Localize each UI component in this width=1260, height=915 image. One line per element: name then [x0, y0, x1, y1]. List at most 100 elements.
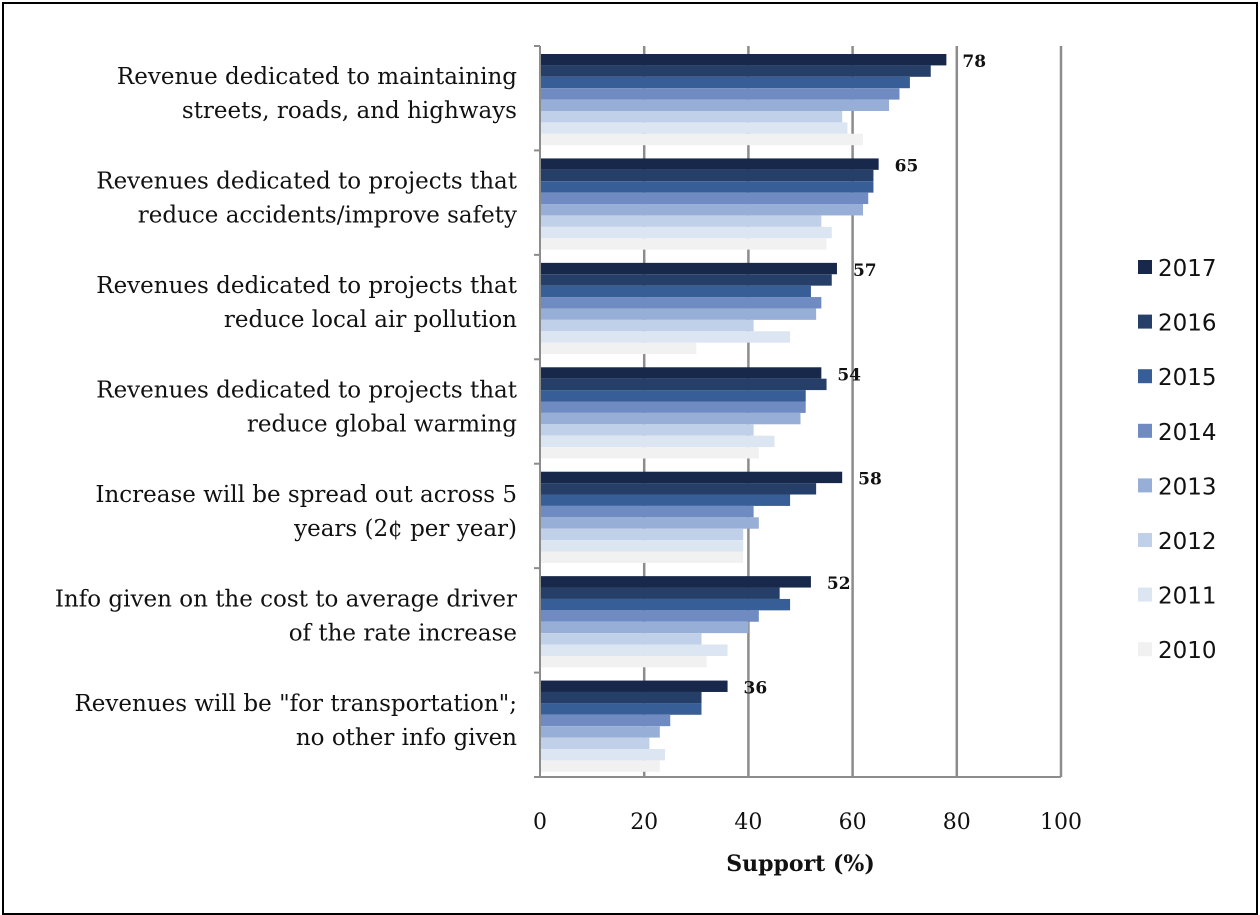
category-label: Info given on the cost to average driver: [55, 586, 517, 612]
bar-2010: [540, 655, 707, 668]
bar-2016: [540, 65, 931, 77]
category-label: reduce local air pollution: [224, 307, 517, 333]
bar-2011: [540, 331, 791, 343]
x-tick-label: 0: [533, 810, 547, 835]
bar-2015: [540, 390, 806, 402]
legend-label: 2014: [1158, 420, 1217, 446]
legend-swatch-2013: [1138, 478, 1152, 493]
bar-2017: [540, 367, 822, 379]
bar-2014: [540, 88, 900, 100]
legend-label: 2012: [1158, 529, 1217, 555]
legend-swatch-2015: [1138, 369, 1152, 384]
bar-2011: [540, 644, 728, 656]
bar-2016: [540, 378, 827, 391]
bar-2012: [540, 111, 843, 123]
category-label: streets, roads, and highways: [182, 98, 517, 124]
legend-label: 2010: [1158, 638, 1217, 664]
x-tick-label: 20: [630, 810, 658, 835]
category-label: Revenue dedicated to maintaining: [117, 64, 517, 90]
bar-2012: [540, 737, 650, 749]
bar-2012: [540, 424, 754, 436]
bar-2016: [540, 587, 780, 599]
legend-label: 2013: [1158, 474, 1217, 500]
bar-2017: [540, 680, 728, 692]
bar-2010: [540, 133, 864, 146]
data-label: 36: [744, 679, 768, 699]
data-label: 65: [895, 156, 919, 176]
category-label: Revenues dedicated to projects that: [96, 273, 517, 299]
category-label: reduce global warming: [247, 412, 517, 438]
bar-2015: [540, 181, 874, 193]
legend-swatch-2011: [1138, 587, 1152, 602]
bar-2017: [540, 158, 879, 170]
x-tick-label: 80: [943, 810, 971, 835]
bar-2013: [540, 517, 759, 529]
bar-2012: [540, 319, 754, 332]
bar-2011: [540, 122, 848, 134]
x-tick-label: 40: [734, 810, 762, 835]
legend-swatch-2016: [1138, 314, 1152, 329]
x-tick-label: 60: [839, 810, 867, 835]
legend-swatch-2010: [1138, 642, 1152, 657]
bar-2012: [540, 528, 744, 541]
legend-label: 2011: [1158, 584, 1217, 610]
bar-2015: [540, 76, 910, 89]
bar-2014: [540, 192, 869, 205]
bar-2014: [540, 714, 671, 727]
bar-2015: [540, 285, 811, 298]
bar-2011: [540, 748, 666, 761]
category-label: Increase will be spread out across 5: [95, 482, 517, 508]
bar-2013: [540, 412, 801, 425]
bar-2017: [540, 54, 947, 66]
bar-2016: [540, 169, 874, 182]
legend-swatch-2014: [1138, 423, 1152, 438]
category-label: reduce accidents/improve safety: [138, 203, 517, 229]
bar-2011: [540, 435, 775, 448]
bar-2010: [540, 342, 697, 355]
category-label: years (2¢ per year): [293, 516, 517, 542]
bar-2013: [540, 621, 749, 634]
category-label: Revenues dedicated to projects that: [96, 169, 517, 195]
bar-2010: [540, 447, 759, 459]
bar-2013: [540, 308, 817, 320]
legend-swatch-2012: [1138, 533, 1152, 547]
x-tick-label: 100: [1040, 810, 1082, 835]
bar-2017: [540, 471, 843, 484]
bar-2016: [540, 483, 817, 495]
bar-2017: [540, 576, 811, 588]
legend-label: 2016: [1158, 311, 1217, 337]
bar-2013: [540, 726, 660, 738]
bar-2017: [540, 262, 837, 275]
category-label: Revenues dedicated to projects that: [96, 378, 517, 404]
legend-label: 2015: [1158, 365, 1217, 391]
bar-2013: [540, 99, 890, 111]
data-label: 78: [962, 52, 986, 72]
bar-2010: [540, 760, 660, 772]
bar-2012: [540, 633, 702, 645]
bar-2011: [540, 540, 744, 552]
bar-2014: [540, 610, 759, 622]
data-label: 58: [858, 470, 882, 490]
data-label: 54: [837, 365, 861, 385]
bar-2014: [540, 505, 754, 518]
bar-2010: [540, 551, 744, 563]
category-label: Revenues will be "for transportation";: [74, 691, 517, 717]
bar-2013: [540, 204, 864, 216]
legend-label: 2017: [1158, 256, 1217, 282]
bar-2011: [540, 226, 832, 239]
bar-2015: [540, 703, 702, 715]
category-label: no other info given: [296, 725, 517, 751]
bar-2016: [540, 274, 832, 286]
bar-2014: [540, 297, 822, 309]
bar-2014: [540, 401, 806, 413]
bar-2010: [540, 238, 827, 250]
bar-2016: [540, 691, 702, 704]
category-label: of the rate increase: [289, 620, 517, 646]
data-label: 57: [853, 261, 877, 281]
data-label: 52: [827, 574, 851, 594]
bar-2015: [540, 598, 791, 611]
bar-2015: [540, 494, 791, 506]
legend-swatch-2017: [1138, 260, 1152, 274]
x-axis-title: Support (%): [726, 851, 874, 877]
